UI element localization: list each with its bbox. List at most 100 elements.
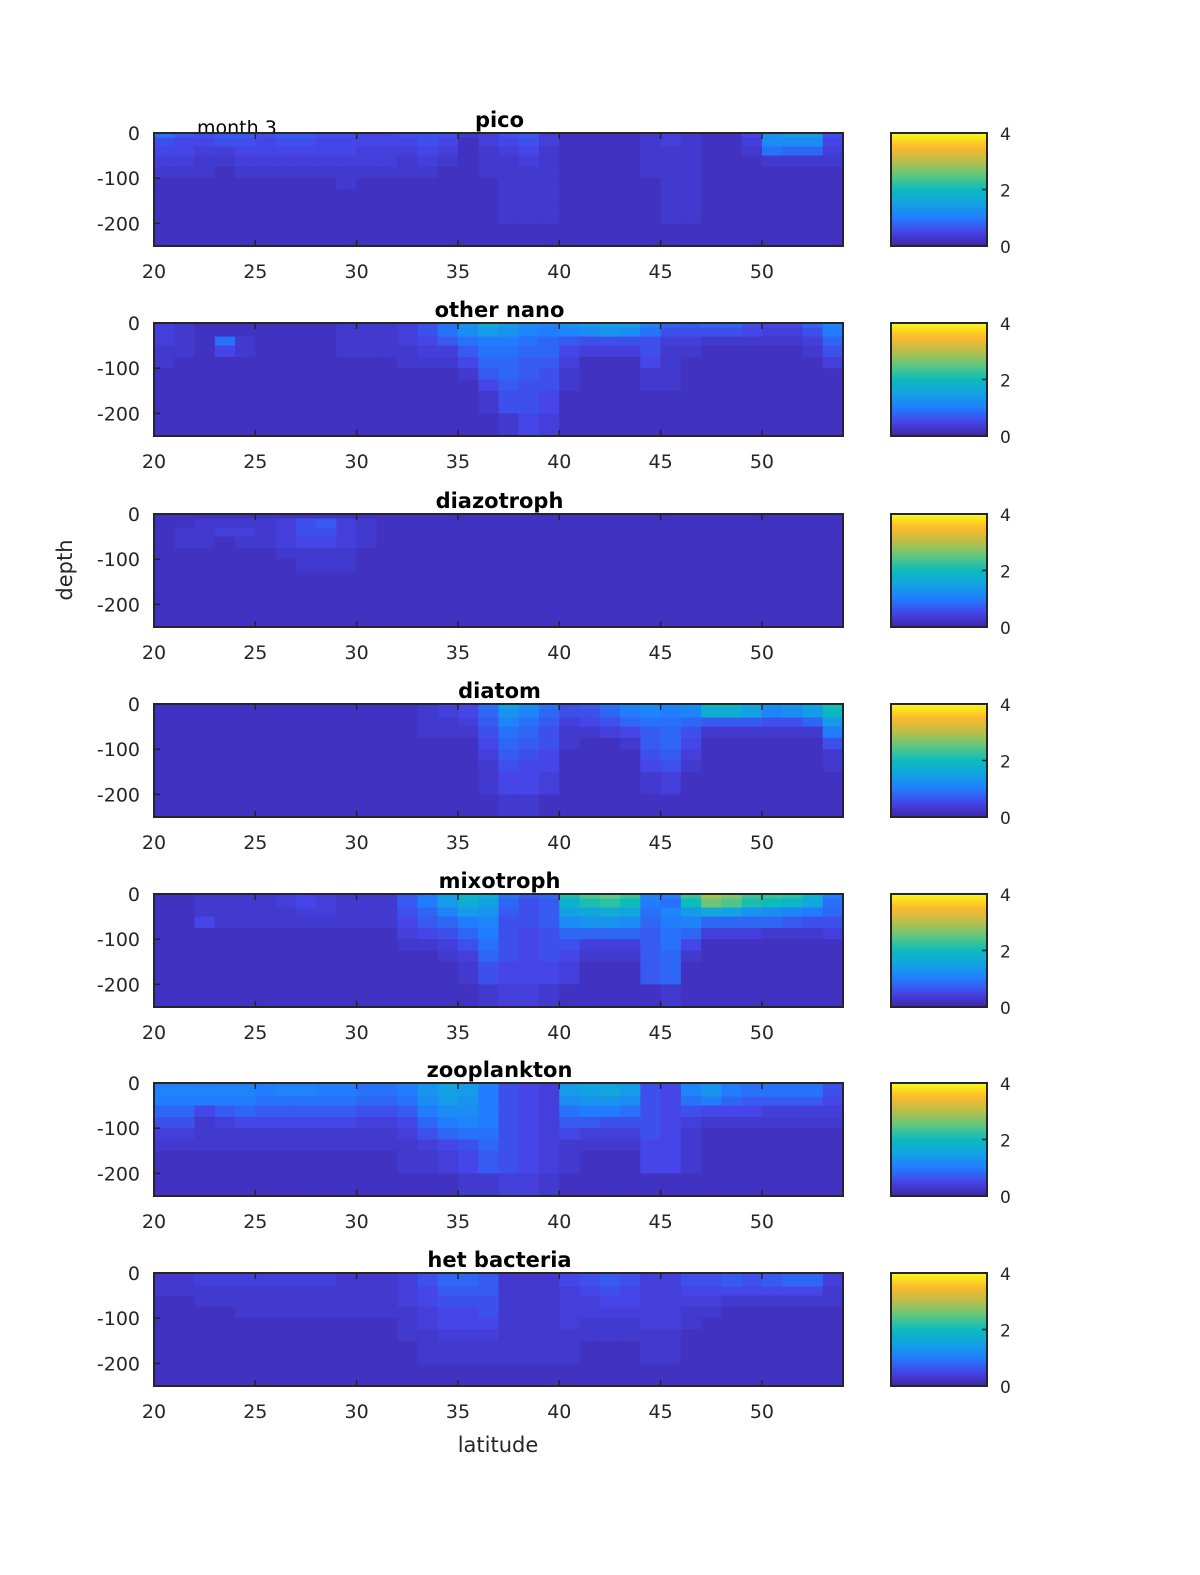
heatmap-cell <box>174 166 196 179</box>
heatmap-cell <box>316 794 337 818</box>
heatmap-cell <box>782 1083 804 1089</box>
heatmap-cell <box>802 927 824 940</box>
heatmap-cell <box>822 189 844 202</box>
heatmap-cell <box>660 939 682 952</box>
heatmap-cell <box>498 1329 520 1342</box>
heatmap-cell <box>498 1087 520 1098</box>
heatmap-cell <box>214 1105 236 1118</box>
heatmap-cell <box>316 907 337 918</box>
heatmap-cell <box>741 1116 763 1129</box>
heatmap-cell <box>194 368 216 381</box>
heatmap-cell <box>660 133 682 139</box>
heatmap-cell <box>275 1277 297 1288</box>
heatmap-cell <box>376 200 398 224</box>
heatmap-cell <box>620 1116 641 1129</box>
heatmap-cell <box>640 749 662 762</box>
heatmap-cell <box>498 916 520 929</box>
heatmap-cell <box>255 794 277 818</box>
heatmap-cell <box>356 368 378 381</box>
heatmap-cell <box>255 559 277 572</box>
heatmap-cells <box>154 704 844 818</box>
heatmap-cell <box>154 155 175 168</box>
heatmap-cell <box>498 1083 520 1089</box>
heatmap-cell <box>417 166 439 179</box>
heatmap-cell <box>457 559 479 572</box>
heatmap-cell <box>701 368 723 381</box>
heatmap-cell <box>802 1363 824 1387</box>
heatmap-cell <box>640 704 662 710</box>
heatmap-cell <box>397 345 419 358</box>
heatmap-cell <box>579 527 601 538</box>
heatmap-cell <box>741 1083 763 1089</box>
heatmap-cell <box>660 581 682 605</box>
heatmap-cell <box>174 155 196 168</box>
heatmap-cell <box>559 961 581 985</box>
heatmap-cell <box>356 1083 378 1089</box>
heatmap-cell <box>235 137 256 148</box>
heatmap-cell <box>660 1128 682 1141</box>
heatmap-cell <box>214 916 236 929</box>
colorbar-tick-label: 0 <box>1000 238 1011 258</box>
heatmap-cell <box>316 1273 337 1279</box>
heatmap-cell <box>539 939 560 952</box>
heatmap-cell <box>154 726 175 739</box>
heatmap-cell <box>336 189 358 202</box>
heatmap-cell <box>478 907 500 918</box>
heatmap-cell <box>336 137 358 148</box>
heatmap-cell <box>822 1286 844 1297</box>
heatmap-cell <box>397 1139 419 1152</box>
heatmap-cell <box>478 379 500 392</box>
heatmap-cell <box>478 894 500 900</box>
heatmap-cell <box>660 1150 682 1174</box>
heatmap-cell <box>761 223 783 247</box>
heatmap-cell <box>214 760 236 773</box>
heatmap-cell <box>457 356 479 369</box>
heatmap-cell <box>741 984 763 1008</box>
heatmap-cell <box>316 1306 337 1319</box>
heatmap-cell <box>457 708 479 719</box>
x-tick-label: 25 <box>243 642 267 664</box>
heatmap-cell <box>761 704 783 710</box>
heatmap-cell <box>579 327 601 338</box>
heatmap-cell <box>478 559 500 572</box>
heatmap-cell <box>640 547 662 560</box>
heatmap-cell <box>376 916 398 929</box>
heatmap-cell <box>275 1139 297 1152</box>
heatmap-cell <box>620 1105 641 1118</box>
heatmap-cell <box>336 413 358 437</box>
heatmap-cell <box>174 133 196 139</box>
heatmap-cell <box>174 323 196 329</box>
heatmap-cell <box>437 1096 459 1107</box>
heatmap-cell <box>437 133 459 139</box>
heatmap-cell <box>741 189 763 202</box>
x-tick-label: 50 <box>750 1022 774 1044</box>
heatmap-cell <box>640 939 662 952</box>
heatmap-cell <box>802 907 824 918</box>
heatmap-cell <box>741 771 763 795</box>
heatmap-cell <box>437 898 459 909</box>
heatmap-cell <box>316 133 337 139</box>
x-tick-label: 30 <box>345 1022 369 1044</box>
heatmap-cell <box>295 146 317 157</box>
heatmap-cell <box>295 1273 317 1279</box>
heatmap-cell <box>275 200 297 224</box>
heatmap-cell <box>295 749 317 762</box>
heatmap-cell <box>457 518 479 529</box>
heatmap-cell <box>701 717 723 728</box>
heatmap-cell <box>397 146 419 157</box>
heatmap-cell <box>194 1128 216 1141</box>
x-tick-label: 35 <box>446 642 470 664</box>
heatmap-cell <box>741 1286 763 1297</box>
heatmap-cell <box>437 137 459 148</box>
heatmap-cell <box>802 368 824 381</box>
heatmap-cell <box>457 166 479 179</box>
heatmap-cell <box>174 1139 196 1152</box>
panel-title: zooplankton <box>427 1058 573 1082</box>
heatmap-cell <box>579 178 601 191</box>
heatmap-cell <box>154 527 175 538</box>
heatmap-cell <box>154 708 175 719</box>
heatmap-cell <box>417 514 439 520</box>
heatmap-cell <box>721 1128 743 1141</box>
heatmap-cell <box>154 1277 175 1288</box>
heatmap-cell <box>478 939 500 952</box>
